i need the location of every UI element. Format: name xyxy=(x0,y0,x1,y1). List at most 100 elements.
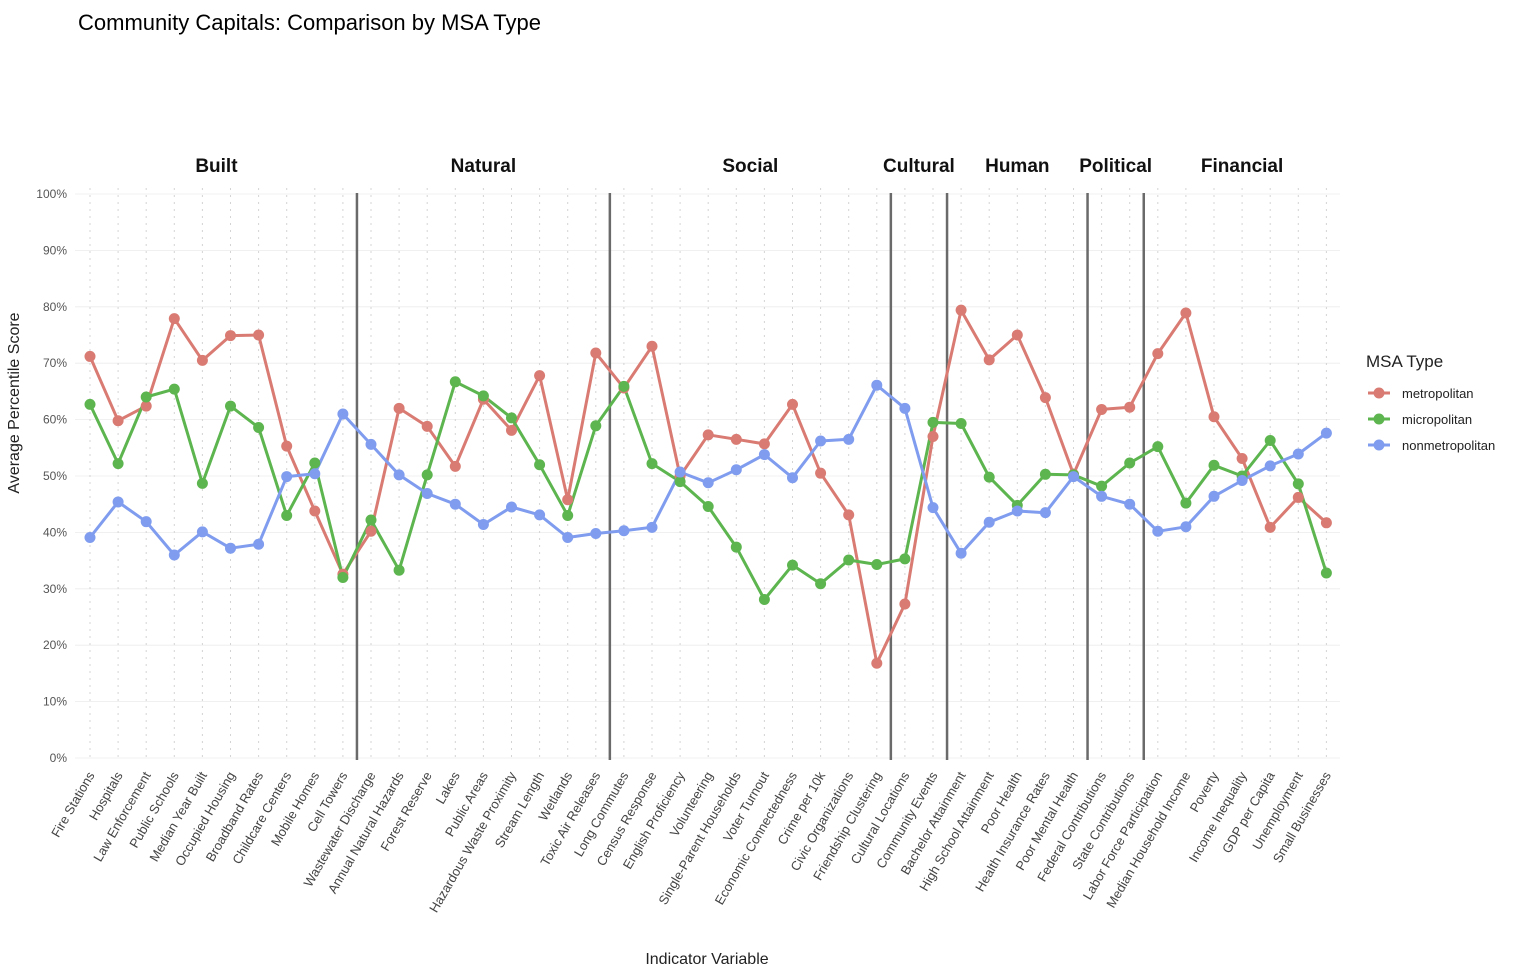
data-point-metropolitan xyxy=(927,431,939,443)
y-tick-label: 0% xyxy=(50,751,68,765)
data-point-nonmetropolitan xyxy=(506,501,517,513)
data-point-nonmetropolitan xyxy=(702,477,714,489)
data-point-metropolitan xyxy=(983,354,995,366)
y-tick-label: 30% xyxy=(43,582,67,596)
data-point-nonmetropolitan xyxy=(196,526,208,538)
y-tick-label: 80% xyxy=(43,300,67,314)
data-point-micropolitan xyxy=(955,418,967,430)
data-point-micropolitan xyxy=(140,391,152,403)
data-point-micropolitan xyxy=(1096,480,1108,492)
data-point-nonmetropolitan xyxy=(562,531,574,543)
data-point-nonmetropolitan xyxy=(365,438,377,450)
data-point-micropolitan xyxy=(983,471,995,483)
y-axis-ticks: 0% 10% 20% 30% 40% 50% 60% 70% 80% 90% 100% xyxy=(36,187,67,765)
data-point-nonmetropolitan xyxy=(1292,448,1304,460)
data-point-metropolitan xyxy=(1236,453,1248,465)
data-point-metropolitan xyxy=(787,398,798,410)
data-point-micropolitan xyxy=(1152,441,1164,453)
data-point-micropolitan xyxy=(1292,478,1304,490)
data-point-micropolitan xyxy=(1264,434,1276,446)
data-point-micropolitan xyxy=(281,509,293,521)
data-point-micropolitan xyxy=(365,514,377,526)
x-tick-label: Fire Stations xyxy=(48,769,98,840)
group-label: Social xyxy=(722,156,778,177)
data-point-micropolitan xyxy=(1208,459,1220,471)
data-point-micropolitan xyxy=(337,572,349,584)
x-axis-title: Indicator Variable xyxy=(645,951,768,968)
data-point-metropolitan xyxy=(590,347,602,359)
data-point-nonmetropolitan xyxy=(590,528,602,540)
data-point-nonmetropolitan xyxy=(112,496,124,508)
data-point-metropolitan xyxy=(1264,521,1276,533)
legend-label: metropolitan xyxy=(1402,386,1474,401)
data-point-nonmetropolitan xyxy=(281,471,293,483)
data-point-nonmetropolitan xyxy=(674,466,686,478)
group-label: Human xyxy=(985,156,1049,177)
data-point-micropolitan xyxy=(506,412,517,424)
series-points xyxy=(84,304,1332,669)
data-point-metropolitan xyxy=(1152,348,1164,360)
data-point-micropolitan xyxy=(815,578,827,590)
data-point-metropolitan xyxy=(871,657,883,669)
data-point-micropolitan xyxy=(1320,567,1332,579)
data-point-micropolitan xyxy=(253,421,265,433)
data-point-metropolitan xyxy=(1096,403,1108,415)
data-point-metropolitan xyxy=(899,598,911,610)
data-point-nonmetropolitan xyxy=(337,408,349,420)
data-point-metropolitan xyxy=(506,424,517,436)
y-tick-label: 10% xyxy=(43,695,67,709)
data-point-nonmetropolitan xyxy=(1096,490,1108,502)
data-point-metropolitan xyxy=(421,420,433,432)
data-point-nonmetropolitan xyxy=(983,516,995,528)
y-tick-label: 40% xyxy=(43,525,67,539)
data-point-micropolitan xyxy=(562,509,574,521)
data-point-micropolitan xyxy=(84,398,96,410)
data-point-nonmetropolitan xyxy=(955,547,967,559)
data-point-nonmetropolitan xyxy=(1208,490,1220,502)
data-point-metropolitan xyxy=(562,494,574,506)
data-point-nonmetropolitan xyxy=(618,525,630,537)
data-point-nonmetropolitan xyxy=(449,498,461,510)
data-point-nonmetropolitan xyxy=(253,538,265,550)
data-point-metropolitan xyxy=(843,509,855,521)
data-point-nonmetropolitan xyxy=(84,531,96,543)
data-point-nonmetropolitan xyxy=(225,542,236,554)
data-point-micropolitan xyxy=(534,459,546,471)
data-point-metropolitan xyxy=(393,402,405,414)
series-line-nonmetropolitan xyxy=(88,383,1328,557)
data-point-metropolitan xyxy=(1124,401,1136,413)
data-point-micropolitan xyxy=(927,416,939,428)
data-point-micropolitan xyxy=(646,458,658,470)
data-point-micropolitan xyxy=(393,564,405,576)
data-point-nonmetropolitan xyxy=(309,468,321,480)
data-point-metropolitan xyxy=(758,438,770,450)
data-point-metropolitan xyxy=(1180,307,1192,319)
group-dividers xyxy=(355,193,1145,760)
data-point-micropolitan xyxy=(590,420,602,432)
data-point-nonmetropolitan xyxy=(168,549,180,561)
data-point-nonmetropolitan xyxy=(843,433,855,445)
data-point-micropolitan xyxy=(787,559,798,571)
data-point-nonmetropolitan xyxy=(1236,475,1248,487)
data-point-nonmetropolitan xyxy=(1124,498,1136,510)
data-point-nonmetropolitan xyxy=(1180,521,1192,533)
group-label: Cultural xyxy=(883,156,955,177)
data-point-metropolitan xyxy=(1320,517,1332,529)
data-point-nonmetropolitan xyxy=(421,487,433,499)
data-point-micropolitan xyxy=(871,559,883,571)
data-point-nonmetropolitan xyxy=(534,509,546,521)
data-point-metropolitan xyxy=(1208,411,1220,423)
data-point-nonmetropolitan xyxy=(927,502,939,514)
data-point-metropolitan xyxy=(112,415,124,427)
y-tick-label: 50% xyxy=(43,469,67,483)
data-point-metropolitan xyxy=(815,467,827,479)
data-point-metropolitan xyxy=(1011,329,1023,341)
group-label: Built xyxy=(195,156,238,177)
data-point-metropolitan xyxy=(225,330,236,342)
group-label: Financial xyxy=(1201,156,1283,177)
y-tick-label: 60% xyxy=(43,413,67,427)
legend-key-point xyxy=(1373,439,1385,451)
data-point-micropolitan xyxy=(1039,468,1051,480)
y-axis-title: Average Percentile Score xyxy=(6,312,23,493)
data-point-micropolitan xyxy=(112,458,124,470)
